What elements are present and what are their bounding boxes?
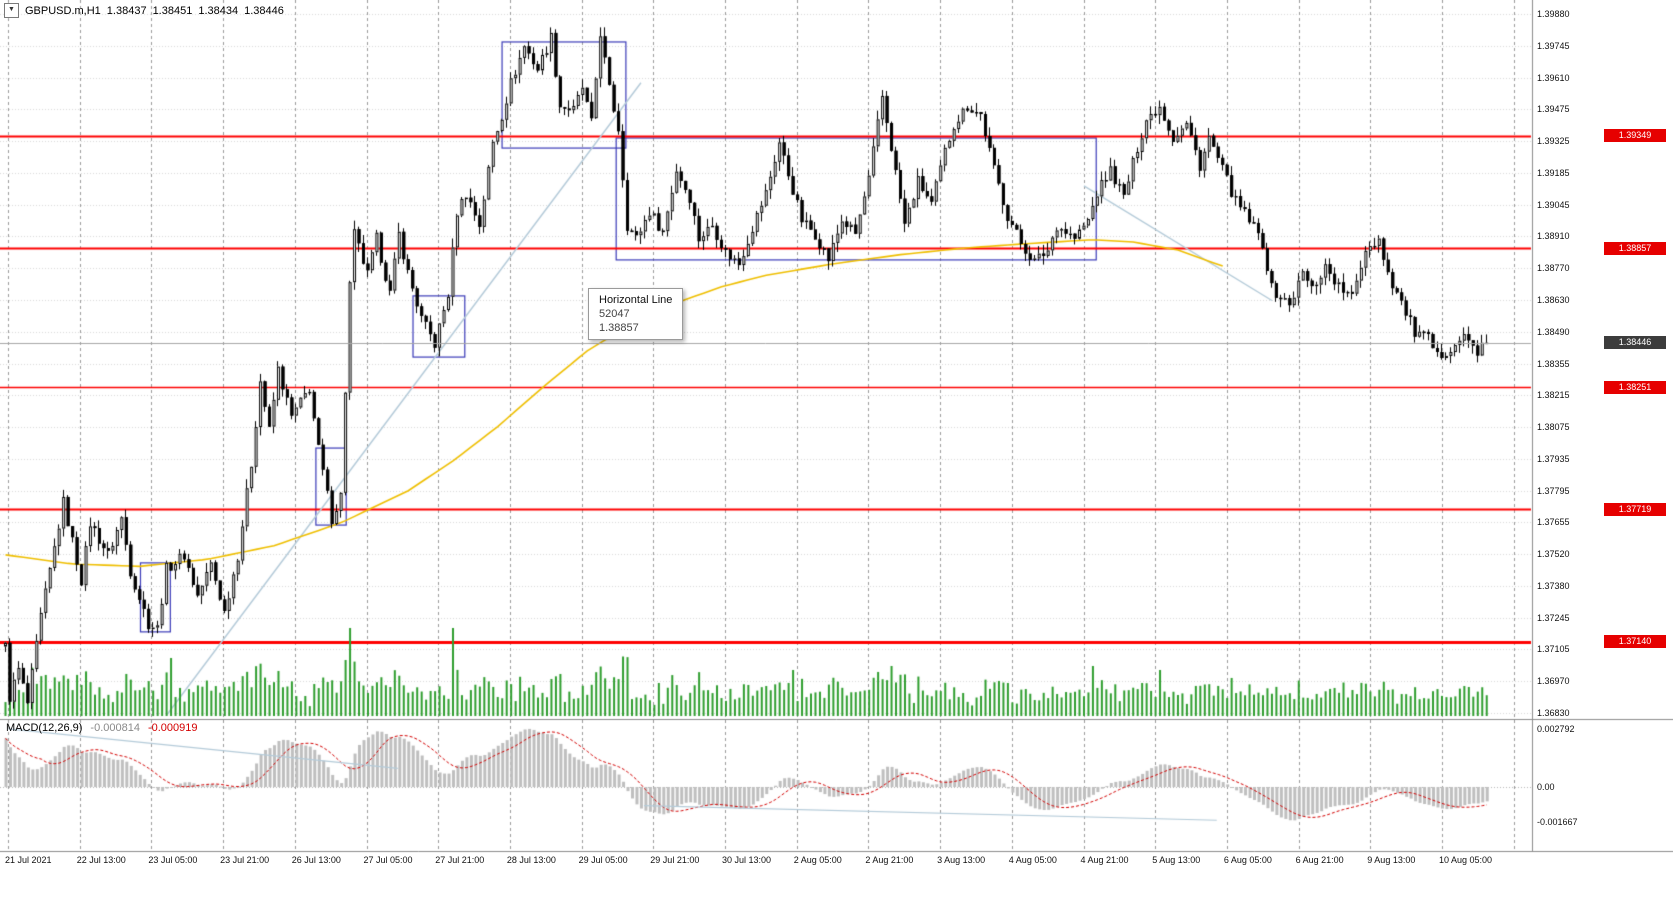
price-axis-label: 1.39045 xyxy=(1537,199,1570,210)
price-axis-label: 1.37520 xyxy=(1537,549,1570,560)
price-axis-label: 1.39185 xyxy=(1537,167,1570,178)
price-axis-label: 1.36830 xyxy=(1537,708,1570,718)
macd-name: MACD(12,26,9) xyxy=(6,722,83,734)
price-axis[interactable]: 1.39880 1.39745 1.39610 1.39475 1.39325 1.391… xyxy=(1532,0,1673,866)
macd-axis-label: -0.001667 xyxy=(1537,816,1578,827)
time-axis-label: 29 Jul 05:00 xyxy=(578,855,628,865)
time-axis-label: 4 Aug 05:00 xyxy=(1008,855,1057,865)
time-axis-label: 27 Jul 21:00 xyxy=(435,855,485,865)
price-level-tag: 1.39349 xyxy=(1604,129,1666,143)
tooltip-title: Horizontal Line xyxy=(599,294,673,306)
price-axis-label: 1.37380 xyxy=(1537,580,1570,591)
time-axis-label: 27 Jul 05:00 xyxy=(363,855,413,865)
price-axis-label: 1.39745 xyxy=(1537,40,1570,51)
time-axis-label: 30 Jul 13:00 xyxy=(722,855,772,865)
time-axis-label: 6 Aug 21:00 xyxy=(1295,855,1344,865)
price-axis-label: 1.37935 xyxy=(1537,453,1570,464)
price-axis-label: 1.36970 xyxy=(1537,676,1570,687)
price-axis-label: 1.38215 xyxy=(1537,390,1570,401)
price-axis-label: 1.39475 xyxy=(1537,104,1570,115)
price-axis-label: 1.38630 xyxy=(1537,294,1570,305)
time-axis-label: 2 Aug 05:00 xyxy=(793,855,842,865)
time-axis-label: 10 Aug 05:00 xyxy=(1439,855,1493,865)
price-level-tag: 1.38857 xyxy=(1604,241,1666,255)
time-axis-label: 5 Aug 13:00 xyxy=(1152,855,1201,865)
ohlc-low: 1.38434 xyxy=(198,4,239,17)
time-axis-label: 23 Jul 21:00 xyxy=(220,855,270,865)
time-axis[interactable]: 21 Jul 2021 22 Jul 13:00 23 Jul 05:00 23 Ju… xyxy=(0,852,1673,872)
ohlc-close: 1.38446 xyxy=(244,4,284,17)
time-axis-label: 2 Aug 21:00 xyxy=(865,855,914,865)
price-axis-label: 1.39325 xyxy=(1537,136,1570,147)
macd-main-value: -0.000814 xyxy=(90,722,140,734)
price-axis-label: 1.37245 xyxy=(1537,612,1570,623)
price-axis-label: 1.38910 xyxy=(1537,231,1570,242)
time-axis-label: 6 Aug 05:00 xyxy=(1223,855,1272,865)
time-axis-label: 29 Jul 21:00 xyxy=(650,855,700,865)
price-axis-label: 1.37105 xyxy=(1537,644,1570,655)
macd-axis-label: 0.002792 xyxy=(1537,724,1575,734)
price-axis-label: 1.39610 xyxy=(1537,72,1570,83)
time-axis-label: 23 Jul 05:00 xyxy=(148,855,198,865)
ohlc-open: 1.38437 xyxy=(106,4,147,17)
symbol-period-label: GBPUSD.m,H1 xyxy=(25,4,101,17)
time-axis-label: 9 Aug 13:00 xyxy=(1367,855,1416,865)
symbol-ohlc-header: ▼ GBPUSD.m,H1 1.38437 1.38451 1.38434 1.… xyxy=(4,3,284,18)
current-price-tag: 1.38446 xyxy=(1604,336,1666,350)
time-axis-label: 22 Jul 13:00 xyxy=(76,855,126,865)
price-level-tag: 1.37719 xyxy=(1604,502,1666,516)
horizontal-line-tooltip: Horizontal Line 52047 1.38857 xyxy=(588,288,684,340)
symbol-dropdown-button[interactable]: ▼ xyxy=(4,3,19,18)
price-axis-label: 1.37655 xyxy=(1537,517,1570,528)
time-axis-label: 26 Jul 13:00 xyxy=(291,855,341,865)
macd-axis-label: 0.00 xyxy=(1537,782,1555,792)
tooltip-value2: 1.38857 xyxy=(599,322,639,334)
price-axis-label: 1.38490 xyxy=(1537,326,1570,337)
tooltip-value1: 52047 xyxy=(599,308,630,320)
price-axis-label: 1.38075 xyxy=(1537,422,1570,433)
time-axis-label: 21 Jul 2021 xyxy=(5,855,52,865)
price-level-tag: 1.37140 xyxy=(1604,635,1666,649)
price-axis-label: 1.39880 xyxy=(1537,9,1570,19)
time-axis-label: 3 Aug 13:00 xyxy=(937,855,986,865)
time-axis-label: 28 Jul 13:00 xyxy=(506,855,556,865)
price-level-tag: 1.38251 xyxy=(1604,380,1666,394)
macd-signal-value: -0.000919 xyxy=(147,722,198,734)
macd-indicator-label: MACD(12,26,9) -0.000814 -0.000919 xyxy=(6,722,198,734)
price-axis-label: 1.38770 xyxy=(1537,263,1570,274)
price-axis-label: 1.38355 xyxy=(1537,358,1570,369)
price-axis-label: 1.37795 xyxy=(1537,485,1570,496)
time-axis-label: 4 Aug 21:00 xyxy=(1080,855,1129,865)
ohlc-high: 1.38451 xyxy=(152,4,193,17)
